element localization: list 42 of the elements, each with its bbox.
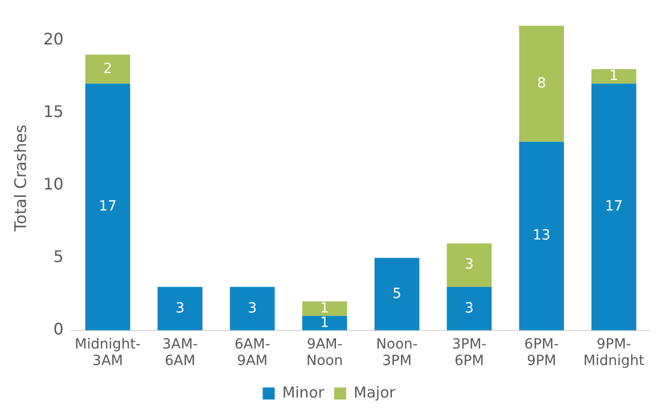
data-label: 8 [537, 75, 546, 92]
y-tick-label: 15 [43, 102, 64, 121]
data-label: 3 [464, 300, 474, 316]
y-tick-label: 20 [43, 29, 64, 48]
data-label: 5 [392, 286, 402, 302]
x-tick-label: 6AM-9AM [234, 336, 270, 370]
data-label: 13 [532, 228, 550, 244]
data-label: 17 [604, 198, 623, 215]
x-tick-label: 9PM-Midnight [583, 336, 645, 370]
data-label: 3 [176, 300, 184, 316]
data-label: 3 [464, 256, 474, 273]
data-label: 17 [98, 198, 117, 215]
bar [85, 84, 130, 330]
bar [446, 286, 492, 330]
bar [302, 316, 348, 330]
y-axis-title: Total Crashes [10, 124, 30, 232]
bar [374, 258, 420, 330]
bar [158, 286, 202, 330]
y-tick-label: 10 [43, 174, 64, 194]
x-tick-label: 9AM-Noon [306, 336, 343, 370]
x-tick-label: Noon-3PM [376, 336, 418, 370]
data-label: 1 [609, 68, 618, 84]
legend-label: Major [354, 383, 396, 402]
bar [230, 286, 275, 330]
y-tick-label: 0 [53, 320, 64, 339]
x-tick-label: 6PM-9PM [524, 336, 559, 370]
bar [519, 26, 564, 142]
x-tick-label: Midnight-3AM [74, 336, 141, 370]
bar [446, 243, 492, 287]
y-tick-label: 5 [53, 246, 64, 266]
legend-label: Minor [282, 383, 325, 402]
bar [519, 142, 564, 330]
x-tick-label: 3PM-6PM [452, 336, 486, 370]
bar [591, 84, 636, 330]
data-label: 1 [320, 300, 330, 316]
x-tick-label: 3AM-6AM [162, 336, 198, 370]
data-label: 1 [320, 314, 330, 331]
data-label: 3 [248, 300, 257, 316]
bar [302, 301, 348, 316]
bar [591, 69, 636, 84]
bar [85, 54, 130, 84]
data-label: 2 [103, 60, 112, 77]
